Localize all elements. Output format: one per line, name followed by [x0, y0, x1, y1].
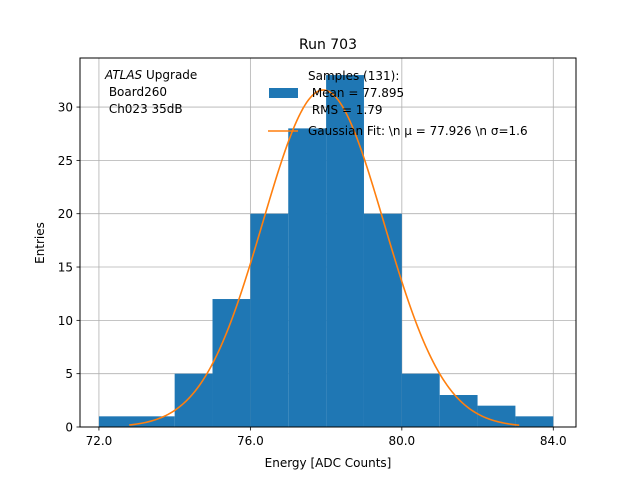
legend-samples-line-3: RMS = 1.79 — [308, 103, 383, 117]
y-tick-label: 25 — [58, 154, 73, 168]
histogram-bar — [174, 373, 213, 427]
y-axis-ticks: 0 5 10 15 20 25 30 — [58, 101, 80, 435]
histogram-bar — [326, 75, 364, 427]
plot-frame — [79, 57, 577, 428]
y-axis-label: Entries — [33, 222, 47, 264]
legend-samples-line-2: Mean = 77.895 — [308, 86, 404, 100]
annotation-text: ATLAS Upgrade Board260 Ch023 35dB — [104, 68, 197, 116]
histogram-bars — [98, 75, 554, 428]
y-tick-label: 30 — [58, 101, 73, 115]
legend-fit-label: Gaussian Fit: \n μ = 77.926 \n σ=1.6 — [308, 124, 528, 138]
y-tick-label: 5 — [65, 367, 73, 381]
x-tick-label: 84.0 — [540, 434, 567, 448]
annotation-line-3: Ch023 35dB — [105, 102, 183, 116]
histogram-bar — [401, 373, 440, 427]
legend: Samples (131): Mean = 77.895 RMS = 1.79 … — [268, 69, 528, 138]
x-tick-label: 72.0 — [86, 434, 113, 448]
histogram-bar — [250, 213, 289, 427]
histogram-bar — [288, 128, 327, 428]
x-tick-label: 80.0 — [388, 434, 415, 448]
x-axis-ticks: 72.0 76.0 80.0 84.0 — [86, 427, 567, 448]
legend-patch-samples — [269, 88, 298, 98]
gaussian-fit — [129, 89, 520, 426]
histogram-bar — [439, 395, 478, 427]
gaussian-fit-curve — [129, 89, 520, 426]
histogram-bar — [477, 405, 516, 427]
histogram-bar — [515, 416, 554, 427]
x-axis-label: Energy [ADC Counts] — [265, 456, 392, 470]
histogram-bar — [98, 416, 175, 427]
x-tick-label: 76.0 — [237, 434, 264, 448]
y-tick-label: 10 — [58, 314, 73, 328]
annotation-line-1: ATLAS Upgrade — [104, 68, 197, 82]
y-tick-label: 15 — [58, 261, 73, 275]
legend-samples-line-1: Samples (131): — [308, 69, 399, 83]
y-tick-label: 0 — [65, 421, 73, 435]
chart-title: Run 703 — [299, 37, 357, 53]
annotation-line-2: Board260 — [105, 85, 167, 99]
histogram-bar — [363, 213, 402, 427]
y-tick-label: 20 — [58, 207, 73, 221]
